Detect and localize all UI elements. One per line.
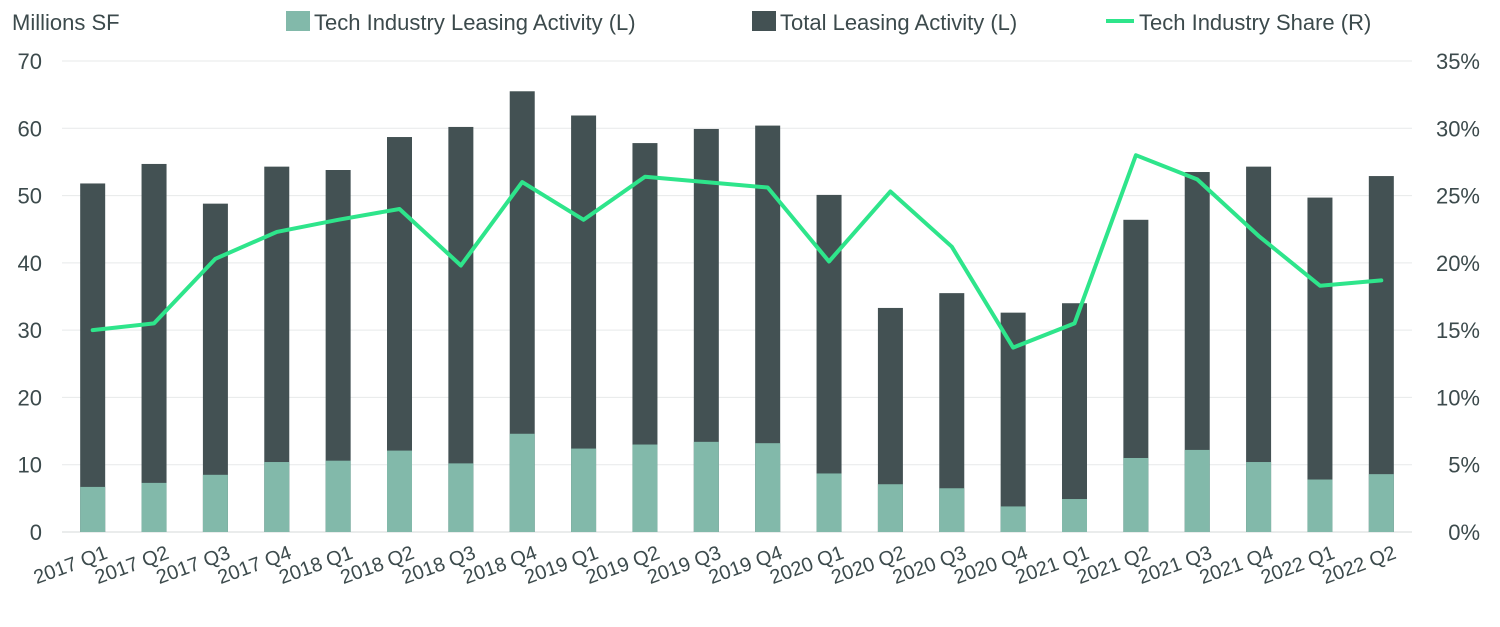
left-tick-label: 0 [30, 520, 42, 545]
right-tick-label: 10% [1436, 385, 1480, 410]
left-tick-label: 60 [18, 116, 42, 141]
legend: Tech Industry Leasing Activity (L) Total… [286, 10, 1371, 35]
left-tick-label: 70 [18, 49, 42, 74]
tech-leasing-bar [755, 443, 781, 532]
right-tick-label: 0% [1448, 520, 1480, 545]
left-tick-label: 20 [18, 385, 42, 410]
tech-leasing-bar [571, 448, 597, 532]
right-tick-label: 25% [1436, 184, 1480, 209]
total-leasing-bar [1368, 176, 1394, 532]
tech-leasing-bar [632, 444, 658, 532]
left-tick-label: 10 [18, 453, 42, 478]
tech-leasing-bar [1368, 474, 1394, 532]
tech-leasing-bar [877, 484, 903, 532]
right-tick-label: 30% [1436, 116, 1480, 141]
total-leasing-bar [80, 183, 106, 532]
right-tick-label: 5% [1448, 453, 1480, 478]
tech-leasing-bar [202, 474, 228, 532]
tech-share-line [90, 153, 1384, 350]
tech-leasing-bar [509, 433, 535, 532]
tech-leasing-bar [1184, 449, 1210, 532]
left-axis-ticks: 0 10 20 30 40 50 60 70 [18, 49, 42, 545]
right-tick-label: 15% [1436, 318, 1480, 343]
legend-swatch-tech [286, 11, 310, 31]
tech-leasing-bar [1307, 479, 1333, 532]
tech-leasing-bar [1123, 457, 1149, 532]
right-tick-label: 20% [1436, 251, 1480, 276]
legend-label-tech: Tech Industry Leasing Activity (L) [314, 10, 636, 35]
legend-swatch-total [752, 11, 776, 31]
share-line [90, 153, 1384, 350]
tech-leasing-bar [264, 462, 290, 532]
total-leasing-bar [1062, 303, 1087, 532]
tech-leasing-bar [325, 460, 351, 532]
legend-label-total: Total Leasing Activity (L) [780, 10, 1017, 35]
tech-leasing-bar [448, 463, 474, 532]
right-tick-label: 35% [1436, 49, 1480, 74]
tech-leasing-bar [939, 488, 965, 532]
right-axis-ticks: 0% 5% 10% 15% 20% 25% 30% 35% [1436, 49, 1480, 545]
total-leasing-bar [141, 163, 167, 532]
tech-leasing-bar [816, 473, 842, 532]
bars [80, 91, 1394, 533]
tech-leasing-bar [1000, 506, 1026, 532]
legend-label-share: Tech Industry Share (R) [1139, 10, 1371, 35]
tech-leasing-bar [693, 441, 719, 532]
tech-leasing-bar [387, 450, 412, 532]
tech-leasing-bar [141, 482, 167, 532]
left-axis-title: Millions SF [12, 10, 120, 35]
total-leasing-bar [1307, 197, 1333, 532]
left-tick-label: 30 [18, 318, 42, 343]
left-tick-label: 40 [18, 251, 42, 276]
tech-leasing-bar [1062, 499, 1087, 532]
left-tick-label: 50 [18, 184, 42, 209]
tech-leasing-bar [1246, 462, 1272, 532]
tech-leasing-bar [80, 486, 106, 532]
